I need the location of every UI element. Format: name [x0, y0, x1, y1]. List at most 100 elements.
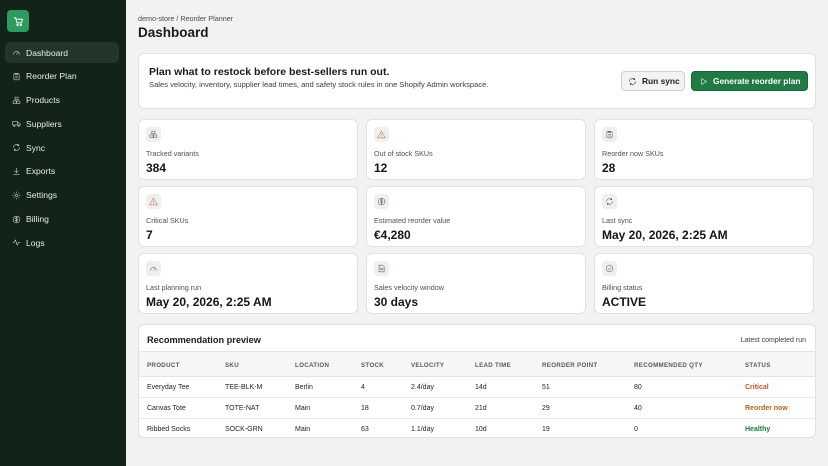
cell-product: Everyday Tee	[147, 384, 190, 391]
stat-label: Estimated reorder value	[374, 216, 451, 225]
sidebar-item-sync[interactable]: Sync	[5, 137, 119, 158]
truck-icon	[11, 119, 21, 129]
sidebar-item-logs[interactable]: Logs	[5, 232, 119, 253]
stat-value: 7	[146, 228, 153, 242]
sidebar-item-label: Logs	[26, 237, 45, 248]
dollar-icon	[374, 194, 389, 209]
stat-value: 12	[374, 161, 388, 175]
cell-location: Berlin	[295, 384, 313, 391]
stat-label: Critical SKUs	[146, 216, 189, 225]
cell-stock: 18	[361, 405, 369, 412]
status-badge: Healthy	[745, 426, 771, 433]
stat-value: May 20, 2026, 2:25 AM	[602, 228, 728, 242]
main-content: demo-store / Reorder Planner Dashboard P…	[126, 0, 828, 466]
clipboard-icon	[11, 71, 21, 81]
check-circle-icon	[602, 261, 617, 276]
recommendation-preview-subtitle: Latest completed run	[740, 337, 806, 344]
recommendation-preview-title: Recommendation preview	[147, 335, 261, 345]
cell-reorder-point: 29	[542, 405, 550, 412]
sidebar-item-label: Reorder Plan	[26, 71, 77, 82]
hero-card: Plan what to restock before best-sellers…	[138, 53, 816, 109]
generate-reorder-plan-button[interactable]: Generate reorder plan	[691, 71, 808, 91]
status-badge: Reorder now	[745, 405, 788, 412]
table-row[interactable]: Everyday Tee TEE-BLK-M Berlin 4 2.4/day …	[139, 377, 815, 398]
cell-reorder-point: 51	[542, 384, 550, 391]
sidebar-item-exports[interactable]: Exports	[5, 161, 119, 182]
cell-sku: TEE-BLK-M	[225, 384, 263, 391]
sidebar-item-label: Billing	[26, 214, 49, 225]
stat-label: Reorder now SKUs	[602, 149, 664, 158]
cell-velocity: 1.1/day	[411, 426, 434, 433]
column-header-lead-time: LEAD TIME	[475, 362, 512, 369]
sidebar-item-dashboard[interactable]: Dashboard	[5, 42, 119, 63]
generate-reorder-plan-label: Generate reorder plan	[713, 76, 801, 86]
sidebar-item-products[interactable]: Products	[5, 90, 119, 111]
column-header-recommended-qty: RECOMMENDED QTY	[634, 362, 703, 369]
sidebar-item-label: Exports	[26, 166, 56, 177]
cell-location: Main	[295, 426, 311, 433]
stat-card-last-sync: Last sync May 20, 2026, 2:25 AM	[594, 186, 814, 247]
run-sync-button[interactable]: Run sync	[621, 71, 685, 91]
page-title: Dashboard	[138, 25, 209, 40]
cell-location: Main	[295, 405, 311, 412]
column-header-status: STATUS	[745, 362, 771, 369]
column-header-velocity: VELOCITY	[411, 362, 445, 369]
gauge-icon	[146, 261, 161, 276]
warning-icon	[374, 127, 389, 142]
column-header-product: PRODUCT	[147, 362, 180, 369]
column-header-stock: STOCK	[361, 362, 385, 369]
stat-value: 384	[146, 161, 167, 175]
sidebar-item-label: Sync	[26, 142, 46, 153]
refresh-icon	[629, 77, 636, 85]
cell-stock: 63	[361, 426, 369, 433]
sidebar-item-label: Settings	[26, 190, 58, 201]
table-header: PRODUCT SKU LOCATION STOCK VELOCITY LEAD…	[139, 351, 815, 377]
refresh-icon	[11, 143, 21, 153]
sidebar-nav: Dashboard Reorder Plan Products Supplier…	[5, 42, 119, 256]
hero-heading: Plan what to restock before best-sellers…	[149, 66, 390, 78]
cart-icon[interactable]	[7, 10, 29, 32]
sidebar-item-billing[interactable]: Billing	[5, 209, 119, 230]
sidebar-item-suppliers[interactable]: Suppliers	[5, 113, 119, 134]
breadcrumb: demo-store / Reorder Planner	[138, 14, 234, 23]
stat-value: 30 days	[374, 295, 419, 309]
download-icon	[11, 166, 21, 176]
run-sync-label: Run sync	[642, 76, 680, 86]
stat-value: May 20, 2026, 2:25 AM	[146, 295, 272, 309]
table-row[interactable]: Ribbed Socks SOCK-GRN Main 63 1.1/day 10…	[139, 419, 815, 440]
stat-value: 28	[602, 161, 616, 175]
column-header-location: LOCATION	[295, 362, 330, 369]
stat-card-critical: Critical SKUs 7	[138, 186, 358, 247]
stat-card-reorder-now: Reorder now SKUs 28	[594, 119, 814, 180]
cell-recommended-qty: 40	[634, 405, 642, 412]
gear-icon	[11, 190, 21, 200]
document-icon	[374, 261, 389, 276]
play-icon	[701, 77, 707, 85]
clipboard-icon	[602, 127, 617, 142]
cell-recommended-qty: 80	[634, 384, 642, 391]
cell-sku: TOTE-NAT	[225, 405, 260, 412]
warning-icon	[146, 194, 161, 209]
cell-velocity: 0.7/day	[411, 405, 434, 412]
stat-value: €4,280	[374, 228, 411, 242]
cell-reorder-point: 19	[542, 426, 550, 433]
table-row[interactable]: Canvas Tote TOTE-NAT Main 18 0.7/day 21d…	[139, 398, 815, 419]
cell-recommended-qty: 0	[634, 426, 638, 433]
gauge-icon	[11, 48, 21, 58]
stat-card-last-planning-run: Last planning run May 20, 2026, 2:25 AM	[138, 253, 358, 314]
stat-label: Out of stock SKUs	[374, 149, 433, 158]
sidebar-item-reorder-plan[interactable]: Reorder Plan	[5, 66, 119, 87]
status-badge: Critical	[745, 384, 769, 391]
cell-lead-time: 14d	[475, 384, 487, 391]
dollar-icon	[11, 214, 21, 224]
cell-lead-time: 10d	[475, 426, 487, 433]
sidebar-item-settings[interactable]: Settings	[5, 185, 119, 206]
boxes-icon	[146, 127, 161, 142]
stat-label: Billing status	[602, 283, 643, 292]
column-header-reorder-point: REORDER POINT	[542, 362, 598, 369]
hero-description: Sales velocity, inventory, supplier lead…	[149, 80, 489, 89]
stat-card-billing-status: Billing status ACTIVE	[594, 253, 814, 314]
sidebar-item-label: Dashboard	[26, 47, 69, 58]
activity-icon	[11, 238, 21, 248]
cell-product: Canvas Tote	[147, 405, 186, 412]
